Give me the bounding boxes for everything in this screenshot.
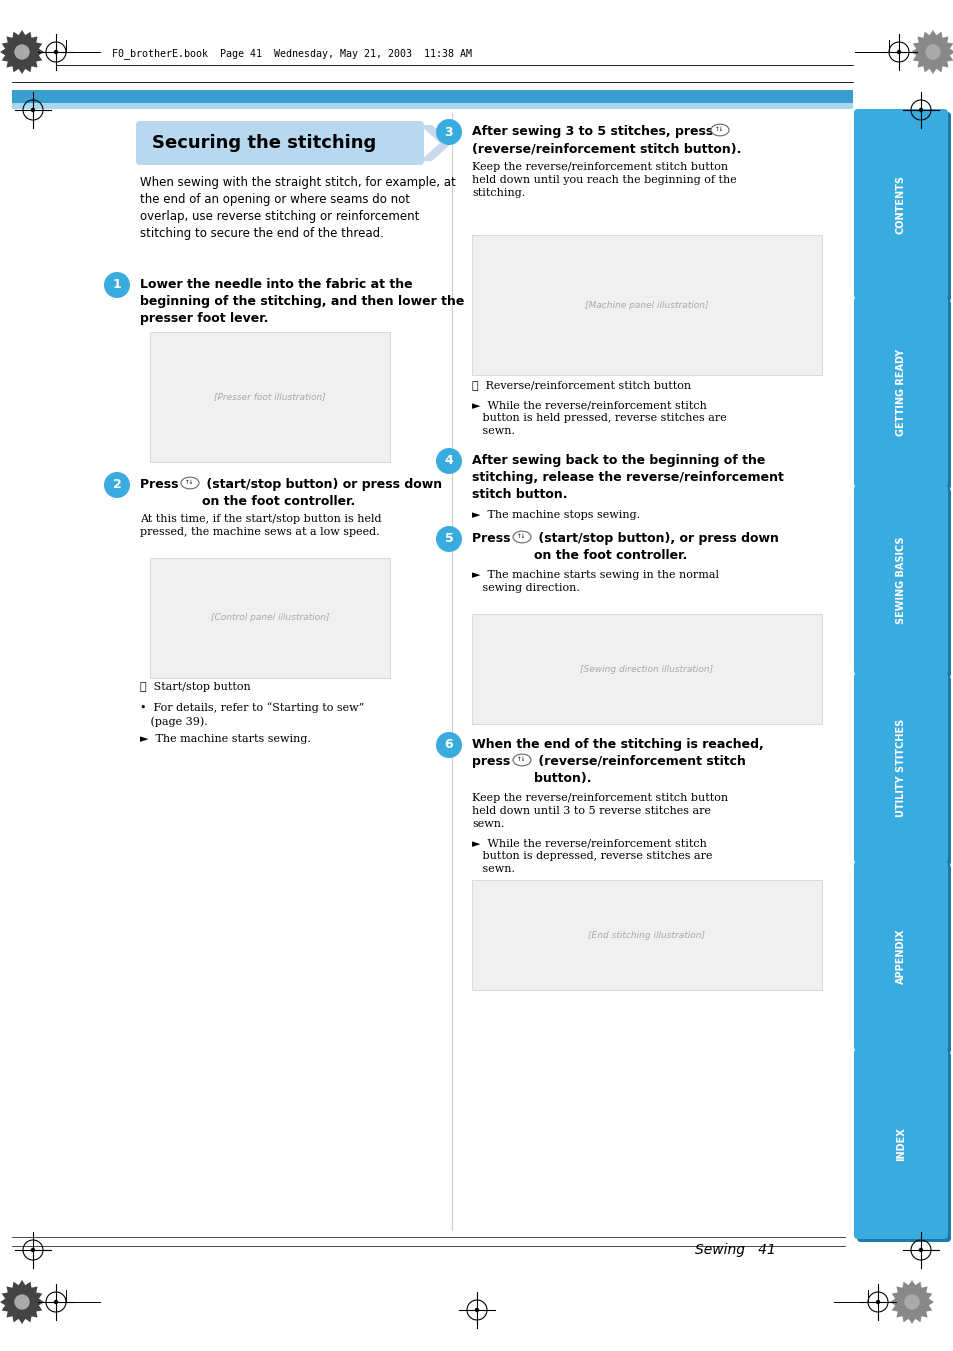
Text: Securing the stitching: Securing the stitching — [152, 134, 375, 153]
FancyBboxPatch shape — [856, 1052, 950, 1242]
Text: ①  Start/stop button: ① Start/stop button — [140, 682, 251, 692]
Text: •  For details, refer to “Starting to sew”
   (page 39).: • For details, refer to “Starting to sew… — [140, 703, 364, 727]
Text: GETTING READY: GETTING READY — [895, 349, 905, 435]
Circle shape — [436, 119, 461, 145]
Circle shape — [104, 272, 130, 299]
FancyBboxPatch shape — [150, 558, 390, 678]
Text: 5: 5 — [444, 532, 453, 546]
Text: UTILITY STITCHES: UTILITY STITCHES — [895, 719, 905, 817]
Circle shape — [475, 1308, 478, 1312]
Circle shape — [896, 50, 901, 54]
Text: ►  The machine starts sewing.: ► The machine starts sewing. — [140, 734, 311, 744]
FancyBboxPatch shape — [856, 300, 950, 490]
Text: [Machine panel illustration]: [Machine panel illustration] — [584, 300, 708, 309]
FancyBboxPatch shape — [150, 332, 390, 462]
Ellipse shape — [181, 477, 199, 489]
Ellipse shape — [710, 124, 728, 136]
FancyBboxPatch shape — [12, 103, 852, 109]
Circle shape — [924, 45, 940, 59]
Ellipse shape — [513, 754, 531, 766]
FancyBboxPatch shape — [853, 1048, 947, 1239]
Text: When sewing with the straight stitch, for example, at
the end of an opening or w: When sewing with the straight stitch, fo… — [140, 176, 456, 240]
Circle shape — [30, 1248, 35, 1252]
Text: CONTENTS: CONTENTS — [895, 174, 905, 234]
Text: SEWING BASICS: SEWING BASICS — [895, 536, 905, 624]
Text: [Presser foot illustration]: [Presser foot illustration] — [213, 393, 326, 401]
Circle shape — [53, 50, 58, 54]
Text: ►  The machine stops sewing.: ► The machine stops sewing. — [472, 509, 639, 520]
Text: 3: 3 — [444, 126, 453, 139]
Circle shape — [918, 108, 923, 112]
Circle shape — [436, 732, 461, 758]
FancyBboxPatch shape — [853, 109, 947, 299]
Text: Press: Press — [140, 478, 187, 490]
Text: Keep the reverse/reinforcement stitch button
held down until you reach the begin: Keep the reverse/reinforcement stitch bu… — [472, 162, 736, 199]
Text: 6: 6 — [444, 739, 453, 751]
FancyBboxPatch shape — [856, 676, 950, 866]
Text: F0_brotherE.book  Page 41  Wednesday, May 21, 2003  11:38 AM: F0_brotherE.book Page 41 Wednesday, May … — [112, 49, 472, 59]
Circle shape — [436, 449, 461, 474]
Text: (start/stop button), or press down
on the foot controller.: (start/stop button), or press down on th… — [534, 532, 778, 562]
FancyBboxPatch shape — [853, 485, 947, 676]
Text: After sewing back to the beginning of the
stitching, release the reverse/reinfor: After sewing back to the beginning of th… — [472, 454, 783, 501]
FancyBboxPatch shape — [472, 235, 821, 376]
Text: ►  While the reverse/reinforcement stitch
   button is depressed, reverse stitch: ► While the reverse/reinforcement stitch… — [472, 838, 712, 874]
Circle shape — [30, 108, 35, 112]
Circle shape — [104, 471, 130, 499]
Text: APPENDIX: APPENDIX — [895, 928, 905, 984]
Polygon shape — [0, 30, 44, 74]
Text: ►  While the reverse/reinforcement stitch
   button is held pressed, reverse sti: ► While the reverse/reinforcement stitch… — [472, 400, 726, 436]
Text: 2: 2 — [112, 478, 121, 492]
Text: 1: 1 — [112, 278, 121, 292]
Text: After sewing 3 to 5 stitches, press: After sewing 3 to 5 stitches, press — [472, 126, 721, 138]
FancyBboxPatch shape — [12, 91, 852, 103]
Polygon shape — [419, 126, 452, 161]
FancyBboxPatch shape — [472, 613, 821, 724]
FancyBboxPatch shape — [136, 122, 423, 165]
FancyBboxPatch shape — [853, 673, 947, 863]
Polygon shape — [0, 1279, 44, 1324]
Circle shape — [903, 1294, 919, 1309]
FancyBboxPatch shape — [856, 488, 950, 678]
Text: ↑↓: ↑↓ — [715, 127, 724, 132]
Text: ↑↓: ↑↓ — [517, 757, 526, 762]
Polygon shape — [889, 1279, 933, 1324]
Text: At this time, if the start/stop button is held
pressed, the machine sews at a lo: At this time, if the start/stop button i… — [140, 513, 381, 538]
Text: ↑↓: ↑↓ — [185, 480, 194, 485]
Text: ↑↓: ↑↓ — [517, 534, 526, 539]
Text: Sewing   41: Sewing 41 — [695, 1243, 775, 1256]
FancyBboxPatch shape — [472, 880, 821, 990]
Text: [End stitching illustration]: [End stitching illustration] — [588, 931, 705, 939]
FancyBboxPatch shape — [856, 112, 950, 303]
Circle shape — [53, 1300, 58, 1304]
FancyBboxPatch shape — [853, 297, 947, 486]
Text: ►  The machine starts sewing in the normal
   sewing direction.: ► The machine starts sewing in the norma… — [472, 570, 719, 593]
Ellipse shape — [513, 531, 531, 543]
Circle shape — [436, 526, 461, 553]
Text: Lower the needle into the fabric at the
beginning of the stitching, and then low: Lower the needle into the fabric at the … — [140, 278, 464, 326]
Text: INDEX: INDEX — [895, 1127, 905, 1161]
Text: Press: Press — [472, 532, 518, 544]
Circle shape — [14, 1294, 30, 1309]
Text: ①  Reverse/reinforcement stitch button: ① Reverse/reinforcement stitch button — [472, 380, 690, 390]
FancyBboxPatch shape — [853, 861, 947, 1051]
Text: When the end of the stitching is reached,
press: When the end of the stitching is reached… — [472, 738, 763, 767]
Text: (reverse/reinforcement stitch
button).: (reverse/reinforcement stitch button). — [534, 755, 745, 785]
Text: 4: 4 — [444, 454, 453, 467]
Circle shape — [918, 1248, 923, 1252]
Text: [Control panel illustration]: [Control panel illustration] — [211, 613, 329, 623]
Circle shape — [14, 45, 30, 59]
Text: (reverse/reinforcement stitch button).: (reverse/reinforcement stitch button). — [472, 142, 740, 155]
Polygon shape — [910, 30, 953, 74]
Text: [Sewing direction illustration]: [Sewing direction illustration] — [579, 665, 713, 674]
Circle shape — [875, 1300, 880, 1304]
Text: (start/stop button) or press down
on the foot controller.: (start/stop button) or press down on the… — [202, 478, 441, 508]
FancyBboxPatch shape — [856, 865, 950, 1054]
Text: Keep the reverse/reinforcement stitch button
held down until 3 to 5 reverse stit: Keep the reverse/reinforcement stitch bu… — [472, 793, 727, 830]
